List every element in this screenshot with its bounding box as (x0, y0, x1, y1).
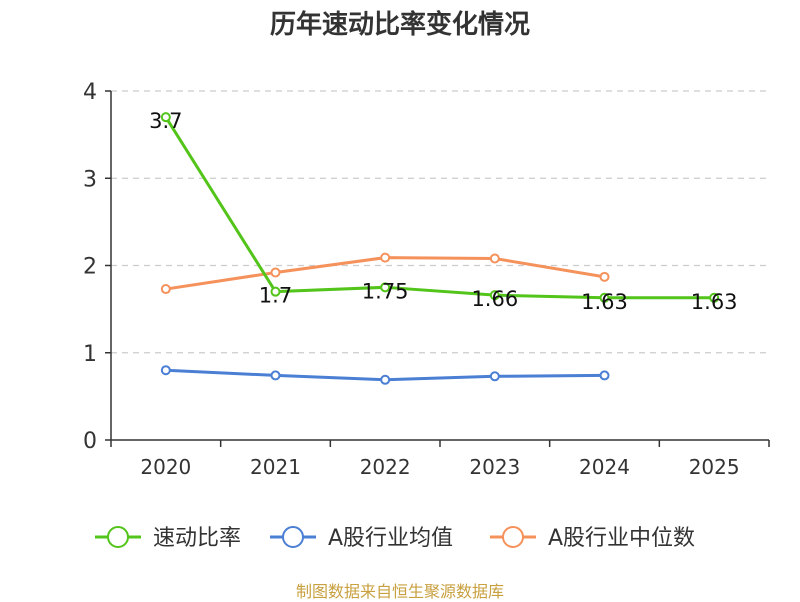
x-tick-label: 2022 (360, 455, 411, 479)
data-point (270, 267, 281, 278)
data-point (160, 112, 171, 123)
data-point (160, 365, 171, 376)
legend-item-label: 速动比率 (153, 526, 241, 551)
y-tick-label: 1 (83, 342, 97, 367)
y-tick-label: 0 (83, 429, 97, 454)
x-tick-label: 2020 (140, 455, 191, 479)
x-tick-label: 2024 (579, 455, 630, 479)
y-tick-label: 4 (83, 80, 97, 105)
data-label: 1.66 (471, 287, 518, 311)
data-label: 1.75 (362, 279, 409, 303)
series-line-0 (164, 116, 715, 300)
data-point (599, 370, 610, 381)
x-tick-label: 2021 (250, 455, 301, 479)
data-labels: 3.7 1.7 1.75 1.66 1.63 1.63 (149, 109, 737, 314)
legend-item-label: A股行业中位数 (548, 526, 695, 551)
y-tick-label: 2 (83, 255, 97, 280)
data-point (489, 371, 500, 382)
data-point (380, 282, 391, 293)
legend-marker-1 (282, 526, 304, 548)
chart-title: 历年速动比率变化情况 (269, 10, 530, 40)
data-point (270, 370, 281, 381)
data-point (270, 286, 281, 297)
data-label: 1.63 (691, 290, 738, 314)
data-point (489, 290, 500, 301)
source-note: 制图数据来自恒生聚源数据库 (295, 582, 504, 601)
x-tick-label: 2023 (469, 455, 520, 479)
legend-item-label: A股行业均值 (328, 526, 453, 551)
data-point (599, 271, 610, 282)
data-point (599, 292, 610, 303)
data-point (380, 252, 391, 263)
data-point (380, 374, 391, 385)
data-label: 1.63 (581, 290, 628, 314)
data-point (160, 284, 171, 295)
data-point (489, 253, 500, 264)
legend-marker-0 (107, 526, 129, 548)
legend[interactable]: 速动比率 A股行业均值 A股行业中位数 (95, 526, 695, 551)
data-label: 3.7 (149, 109, 182, 133)
x-tick-label: 2025 (689, 455, 740, 479)
axes: 0 1 2 3 4 2020 2021 2022 2023 2024 2025 (83, 80, 770, 479)
series-lines (160, 112, 720, 385)
legend-marker-2 (502, 526, 524, 548)
data-label: 1.7 (259, 284, 292, 308)
y-tick-label: 3 (83, 167, 97, 192)
grid-lines (111, 90, 769, 354)
data-point (709, 292, 720, 303)
